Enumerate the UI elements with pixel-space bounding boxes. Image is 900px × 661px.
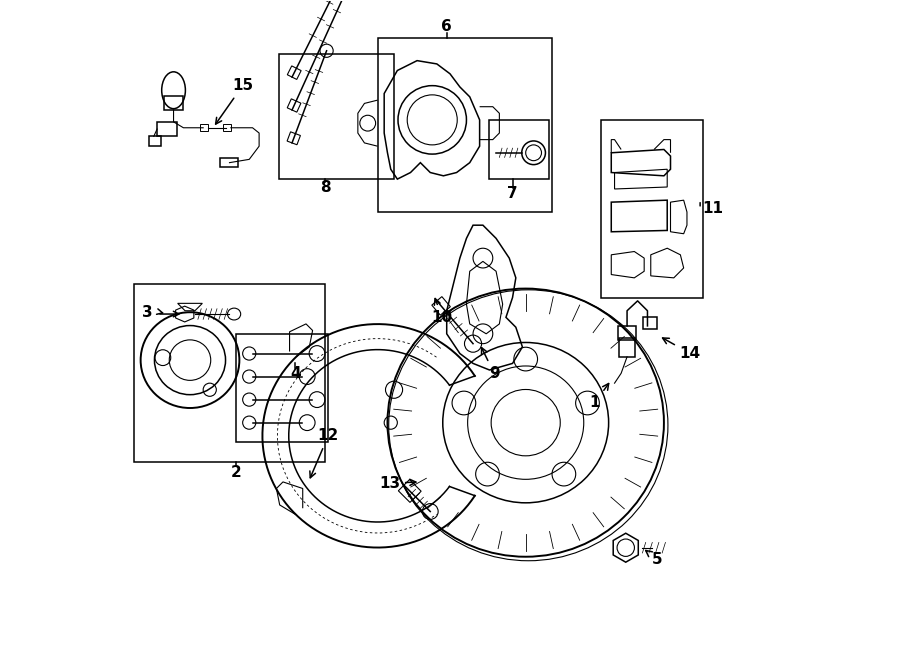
Text: 11: 11 <box>703 201 724 216</box>
Bar <box>134 284 325 462</box>
Bar <box>220 158 238 167</box>
Bar <box>378 38 552 212</box>
Text: 3: 3 <box>142 305 152 319</box>
Bar <box>619 338 635 357</box>
Bar <box>158 122 176 136</box>
Bar <box>149 136 161 146</box>
Text: 7: 7 <box>508 186 518 201</box>
Text: 1: 1 <box>590 383 608 410</box>
Text: 15: 15 <box>216 78 253 124</box>
Text: 14: 14 <box>662 338 701 361</box>
Bar <box>279 54 394 179</box>
Text: 12: 12 <box>310 428 339 478</box>
Bar <box>601 120 704 297</box>
Text: 6: 6 <box>441 19 452 34</box>
Bar <box>643 317 657 329</box>
Text: 5: 5 <box>645 551 662 567</box>
Text: 10: 10 <box>431 299 453 325</box>
Text: 8: 8 <box>320 180 330 194</box>
Bar <box>236 334 328 442</box>
Text: 13: 13 <box>379 476 416 490</box>
Bar <box>617 326 636 340</box>
Bar <box>223 124 230 131</box>
Bar <box>200 124 208 131</box>
Text: 4: 4 <box>290 366 301 381</box>
Text: 9: 9 <box>482 348 500 381</box>
Bar <box>490 120 549 179</box>
Text: 2: 2 <box>230 465 241 479</box>
Bar <box>164 96 184 110</box>
